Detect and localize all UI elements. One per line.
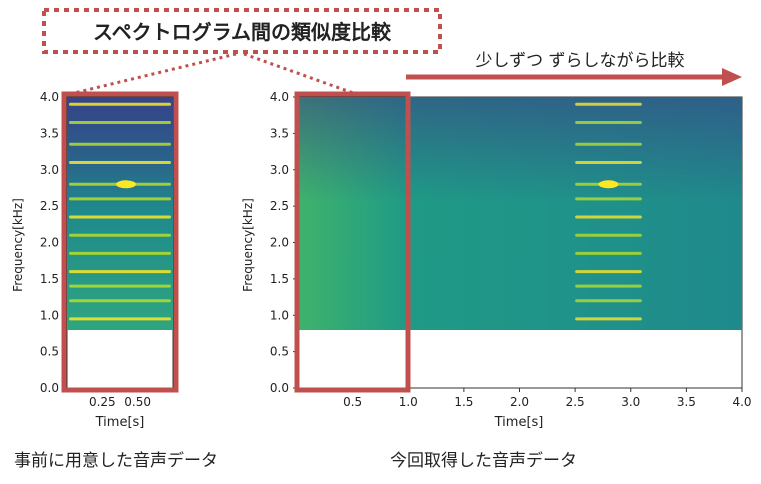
x-tick-label: 4.0 xyxy=(732,395,751,409)
y-tick-label: 2.0 xyxy=(270,236,289,250)
harmonic-line xyxy=(69,317,171,321)
y-tick-label: 2.0 xyxy=(40,236,59,250)
harmonic-line xyxy=(575,317,642,321)
y-tick-label: 2.5 xyxy=(40,199,59,213)
harmonic-peak xyxy=(116,180,136,189)
harmonic-line xyxy=(575,142,642,146)
left-ylabel: Frequency[kHz] xyxy=(11,198,25,292)
y-tick-label: 1.5 xyxy=(40,272,59,286)
left-xlabel: Time[s] xyxy=(95,415,145,430)
left-caption: 事前に用意した音声データ xyxy=(14,450,218,471)
harmonic-line xyxy=(575,284,642,288)
y-tick-label: 1.5 xyxy=(270,272,289,286)
left-spectrogram xyxy=(66,96,174,389)
left-y-axis: 0.0 0.5 1.0 1.5 2.0 2.5 3.0 3.5 4.0 xyxy=(40,90,67,395)
x-tick-label: 1.0 xyxy=(399,395,418,409)
x-tick-label: 1.5 xyxy=(454,395,473,409)
harmonic-line xyxy=(69,120,171,124)
y-tick-label: 0.0 xyxy=(270,381,289,395)
left-band-shade xyxy=(67,97,173,330)
x-tick-label: 2.5 xyxy=(566,395,585,409)
y-tick-label: 0.0 xyxy=(40,381,59,395)
x-tick-label: 0.25 xyxy=(89,395,116,409)
y-tick-label: 3.0 xyxy=(40,163,59,177)
connector-left xyxy=(69,52,237,96)
y-tick-label: 1.0 xyxy=(40,308,59,322)
harmonic-line xyxy=(575,102,642,106)
x-tick-label: 2.0 xyxy=(510,395,529,409)
title-box-border xyxy=(42,8,442,54)
harmonic-line xyxy=(69,215,171,219)
right-caption: 今回取得した音声データ xyxy=(390,450,577,471)
right-xlabel: Time[s] xyxy=(494,415,544,430)
left-harmonic-lines xyxy=(69,102,171,321)
harmonic-line xyxy=(575,233,642,237)
harmonic-line xyxy=(69,270,171,274)
harmonic-line xyxy=(575,197,642,201)
harmonic-line xyxy=(69,284,171,288)
y-tick-label: 1.0 xyxy=(270,308,289,322)
right-harmonic-lines xyxy=(575,102,642,321)
harmonic-line xyxy=(69,197,171,201)
sliding-window-frame xyxy=(294,91,411,393)
x-tick-label: 3.0 xyxy=(621,395,640,409)
right-band-shade xyxy=(297,97,742,330)
x-tick-label: 0.5 xyxy=(343,395,362,409)
x-tick-label: 3.5 xyxy=(677,395,696,409)
harmonic-line xyxy=(575,215,642,219)
y-tick-label: 0.5 xyxy=(270,345,289,359)
y-tick-label: 0.5 xyxy=(40,345,59,359)
harmonic-line xyxy=(69,299,171,303)
y-tick-label: 3.5 xyxy=(270,126,289,140)
shift-label: 少しずつ ずらしながら比較 xyxy=(475,51,684,71)
harmonic-line xyxy=(69,160,171,164)
x-tick-label: 0.50 xyxy=(124,395,151,409)
right-ylabel: Frequency[kHz] xyxy=(241,198,255,292)
right-spectrogram xyxy=(296,96,743,389)
y-tick-label: 3.5 xyxy=(40,126,59,140)
y-tick-label: 4.0 xyxy=(40,90,59,104)
harmonic-line xyxy=(575,299,642,303)
harmonic-line xyxy=(575,160,642,164)
harmonic-line xyxy=(69,102,171,106)
y-tick-label: 4.0 xyxy=(270,90,289,104)
harmonic-line xyxy=(575,251,642,255)
title-box: スペクトログラム間の類似度比較 xyxy=(42,8,442,54)
y-tick-label: 3.0 xyxy=(270,163,289,177)
harmonic-peak xyxy=(598,180,619,189)
harmonic-line xyxy=(69,233,171,237)
left-highlight-frame xyxy=(61,91,179,393)
right-x-axis: 0.5 1.0 1.5 2.0 2.5 3.0 3.5 4.0 xyxy=(343,388,752,409)
harmonic-line xyxy=(575,270,642,274)
harmonic-line xyxy=(69,251,171,255)
title-text: スペクトログラム間の類似度比較 xyxy=(93,20,392,44)
harmonic-line xyxy=(575,120,642,124)
connector-right xyxy=(243,52,357,96)
shift-arrow xyxy=(406,68,742,86)
y-tick-label: 2.5 xyxy=(270,199,289,213)
right-y-axis: 0.0 0.5 1.0 1.5 2.0 2.5 3.0 3.5 4.0 xyxy=(270,90,297,395)
harmonic-line xyxy=(69,142,171,146)
